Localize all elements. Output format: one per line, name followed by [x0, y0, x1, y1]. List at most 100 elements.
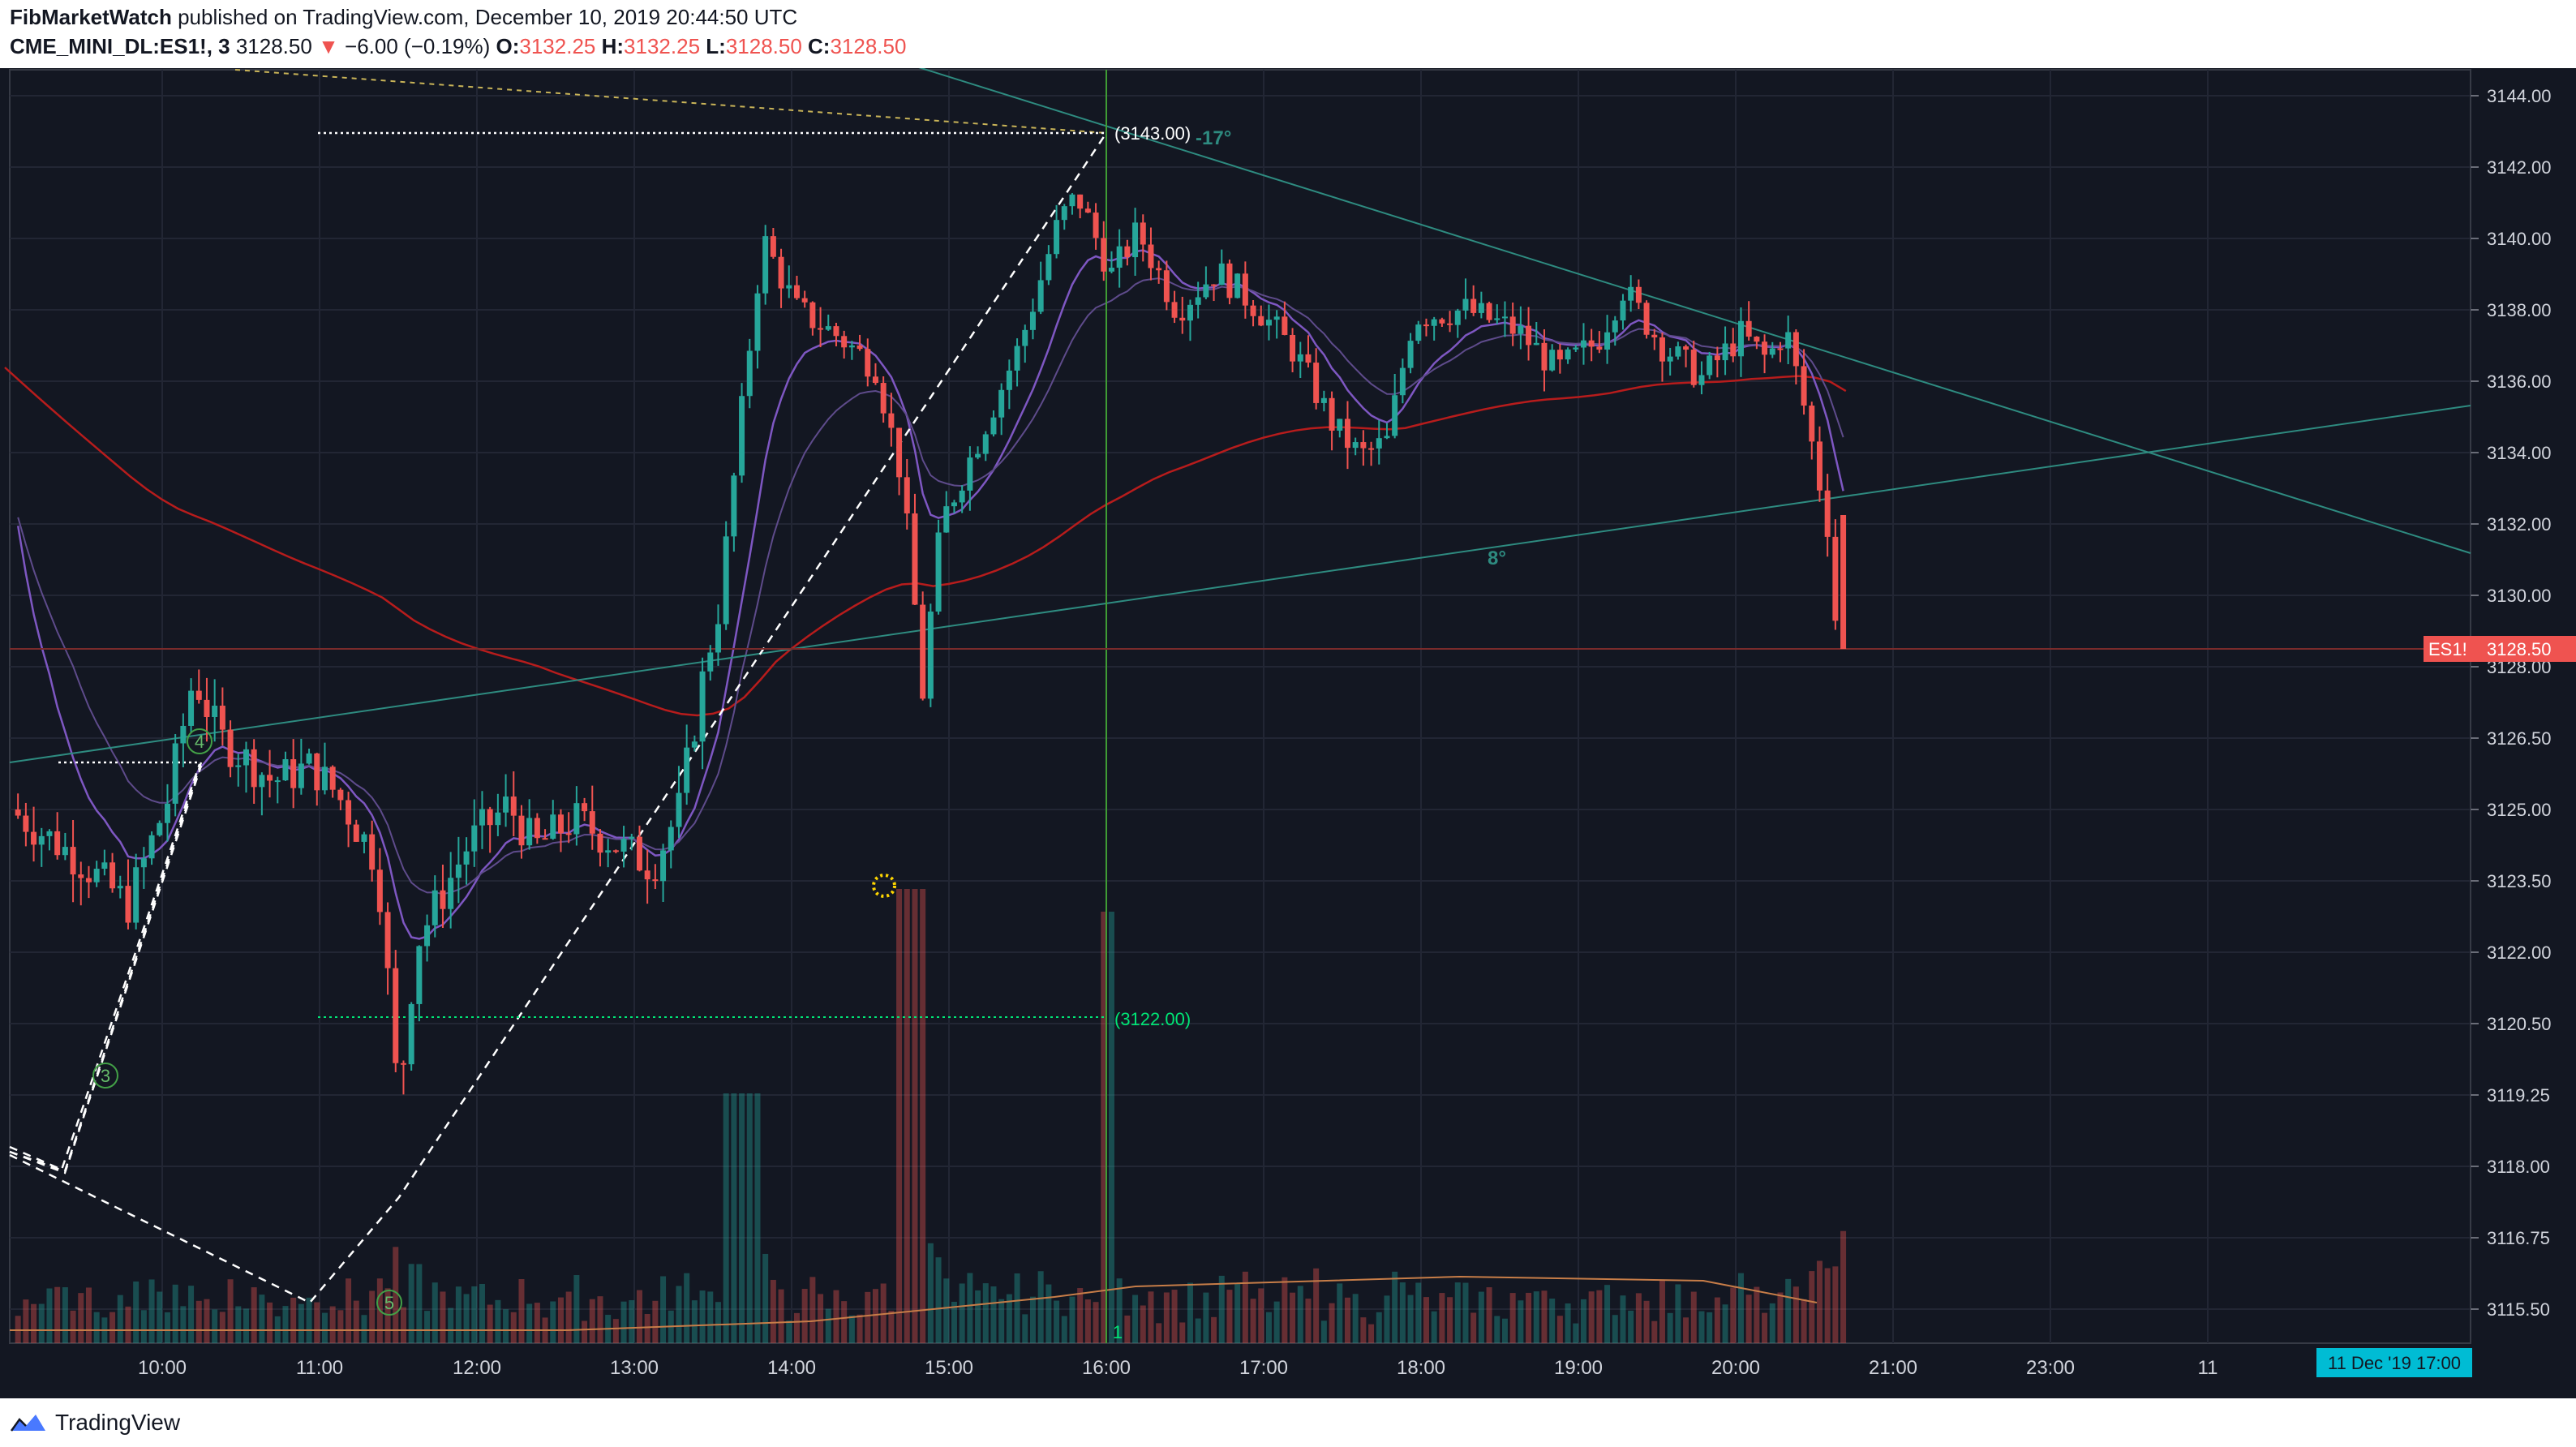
- volume-bar: [967, 1273, 973, 1343]
- volume-bar: [1045, 1284, 1052, 1343]
- candle-body: [857, 345, 863, 350]
- candle-body: [1171, 302, 1178, 318]
- volume-bar: [1352, 1294, 1359, 1343]
- volume-bar: [471, 1286, 478, 1343]
- tradingview-logo[interactable]: TradingView: [10, 1405, 180, 1441]
- candle-body: [660, 850, 667, 882]
- volume-bar: [212, 1309, 218, 1343]
- volume-bar: [510, 1312, 517, 1343]
- cycle-count-label: 1: [1113, 1322, 1123, 1342]
- volume-bar: [1470, 1312, 1477, 1343]
- price-change: −6.00 (−0.19%): [345, 34, 491, 58]
- x-tick-label: 21:00: [1869, 1357, 1917, 1379]
- candle-body: [1320, 397, 1327, 403]
- volume-bar: [1218, 1275, 1225, 1343]
- volume-bar: [140, 1310, 147, 1343]
- candle-body: [78, 874, 84, 878]
- candle-body: [1124, 246, 1131, 258]
- x-tick-label: 13:00: [610, 1357, 659, 1379]
- symbol-name[interactable]: CME_MINI_DL:ES1!, 3: [10, 34, 230, 58]
- candle-body: [1077, 194, 1084, 209]
- candle-body: [219, 706, 225, 730]
- candle-body: [691, 741, 698, 748]
- volume-bar: [857, 1314, 863, 1343]
- volume-bar: [951, 1301, 957, 1343]
- candle-body: [1014, 346, 1020, 371]
- candle-body: [408, 1003, 414, 1065]
- candle-body: [723, 536, 729, 625]
- volume-bar: [557, 1297, 564, 1343]
- candle-body: [1785, 332, 1792, 349]
- publish-line: FibMarketWatch published on TradingView.…: [10, 5, 797, 30]
- candle-body: [1423, 324, 1429, 327]
- wave-path-1: [9, 765, 203, 1174]
- highlight-circle-icon: [872, 874, 896, 898]
- candle-body: [865, 349, 871, 377]
- volume-bar: [1297, 1286, 1303, 1343]
- candle-body: [770, 236, 776, 257]
- volume-bar: [1596, 1290, 1603, 1343]
- volume-bar: [1242, 1271, 1248, 1343]
- volume-bar: [841, 1301, 848, 1343]
- volume-bar: [644, 1314, 650, 1343]
- candle-body: [1313, 363, 1320, 403]
- volume-bar: [573, 1275, 580, 1343]
- chart-header: FibMarketWatch published on TradingView.…: [0, 0, 2576, 68]
- candle-body: [589, 811, 595, 834]
- candle-body: [1533, 342, 1539, 346]
- candle-body: [1722, 343, 1728, 361]
- volume-bar: [809, 1277, 816, 1343]
- chart-area[interactable]: 10:00 11:00 12:00 13:00 14:00 15:00 16:00 17:00…: [0, 43, 2576, 1398]
- volume-bar: [1061, 1316, 1067, 1343]
- volume-bar: [660, 1276, 667, 1343]
- candle-body: [1824, 490, 1831, 537]
- volume-bar: [1754, 1286, 1760, 1343]
- candle-body: [424, 925, 431, 947]
- volume-bar: [1014, 1273, 1020, 1343]
- candle-body: [1156, 268, 1162, 271]
- candle-body: [818, 328, 824, 330]
- candle-body: [46, 831, 53, 836]
- candle-body: [872, 376, 878, 384]
- candle-body: [1707, 355, 1713, 376]
- volume-bar: [793, 1312, 800, 1343]
- open-value: 3132.25: [519, 34, 596, 58]
- candle-body: [1509, 316, 1516, 334]
- volume-bar: [1132, 1295, 1139, 1343]
- volume-bar: [1494, 1316, 1501, 1343]
- candle-body: [1187, 304, 1193, 321]
- volume-bar: [251, 1287, 257, 1343]
- volume-bar: [400, 1307, 406, 1343]
- candle-body: [431, 890, 438, 925]
- volume-bar: [1148, 1291, 1154, 1343]
- candle-body: [15, 809, 21, 816]
- volume-bar: [786, 1320, 792, 1343]
- author-name[interactable]: FibMarketWatch: [10, 5, 172, 29]
- candle-body: [23, 815, 29, 832]
- volume-bar: [54, 1286, 61, 1343]
- last-price-badge-symbol: ES1!: [2428, 639, 2467, 659]
- wave-label-text: 3: [101, 1066, 110, 1086]
- volume-bar: [818, 1294, 824, 1343]
- candlestick-chart[interactable]: 10:00 11:00 12:00 13:00 14:00 15:00 16:00 17:00…: [0, 43, 2576, 1398]
- volume-bar: [353, 1300, 359, 1343]
- candle-body: [715, 624, 721, 653]
- candle-body: [1116, 246, 1123, 268]
- volume-bar: [487, 1304, 493, 1343]
- volume-bar: [778, 1289, 784, 1343]
- volume-bar: [346, 1278, 352, 1343]
- volume-bar: [1101, 912, 1107, 1343]
- volume-bar: [754, 1093, 761, 1343]
- candle-body: [1352, 442, 1359, 449]
- candle-body: [848, 345, 855, 348]
- candle-body: [1651, 334, 1658, 337]
- candle-body: [1195, 297, 1201, 305]
- candle-body: [982, 434, 989, 454]
- candle-body: [1745, 320, 1752, 337]
- volume-bar: [31, 1303, 37, 1343]
- y-tick-label: 3126.50: [2487, 728, 2552, 749]
- volume-bar: [38, 1303, 45, 1343]
- volume-bar: [1077, 1288, 1084, 1343]
- volume-bar: [204, 1299, 210, 1343]
- volume-bar: [243, 1308, 249, 1343]
